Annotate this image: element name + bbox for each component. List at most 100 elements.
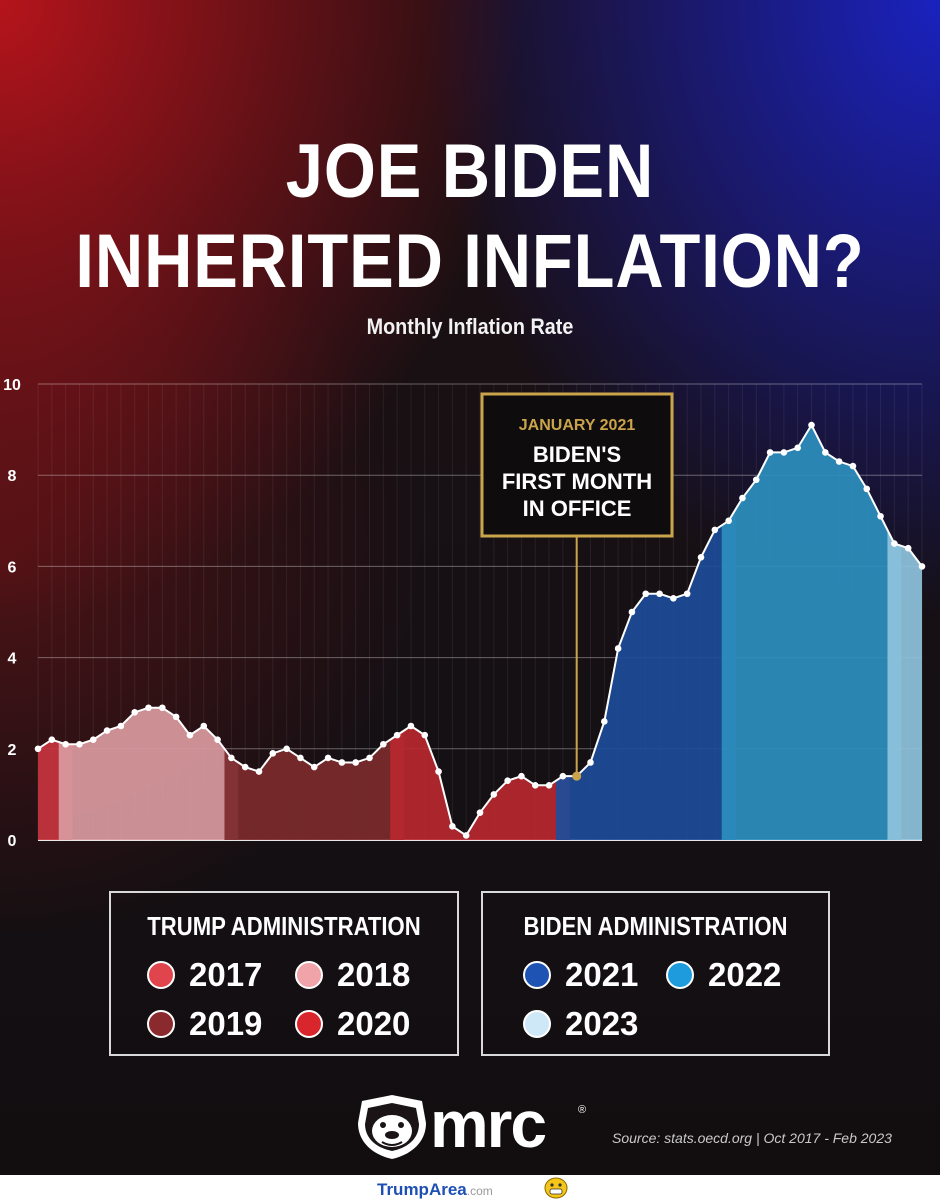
data-point	[587, 759, 594, 766]
data-point	[739, 494, 746, 502]
footer-brand-suffix: .com	[466, 1184, 493, 1198]
legend-item-2022: 2022	[666, 956, 782, 993]
legend-item-2017: 2017	[147, 956, 263, 993]
data-point	[572, 771, 582, 781]
title-line-1: JOE BIDEN	[285, 129, 655, 214]
annotation-layer: JANUARY 2021 BIDEN'S FIRST MONTH IN OFFI…	[480, 392, 674, 777]
data-point	[683, 590, 691, 598]
data-point	[656, 590, 663, 598]
brand-wordmark: mrc	[430, 1087, 547, 1161]
legend-label: 2023	[565, 1005, 639, 1042]
data-point	[241, 763, 249, 771]
legend-swatch	[295, 961, 323, 989]
data-point	[531, 781, 539, 789]
annotation-line: FIRST MONTH	[502, 469, 652, 494]
area-segment-2022	[721, 425, 902, 840]
data-point	[725, 517, 732, 525]
data-point	[269, 750, 277, 757]
legend-title-biden: BIDEN ADMINISTRATION	[523, 911, 788, 941]
data-point	[34, 745, 42, 753]
registered-mark: ®	[578, 1104, 587, 1116]
area-segment-2020	[390, 726, 570, 840]
area-segment-2019	[224, 730, 405, 840]
legend-swatch	[666, 961, 694, 989]
legend-label: 2017	[189, 956, 263, 993]
legend-title-trump: TRUMP ADMINISTRATION	[147, 911, 421, 941]
data-point	[670, 595, 677, 602]
data-point	[614, 645, 622, 652]
data-point	[310, 763, 318, 771]
data-point	[62, 740, 69, 748]
data-point	[366, 754, 373, 762]
data-point	[324, 754, 332, 762]
inflation-chart: JANUARY 2021 BIDEN'S FIRST MONTH IN OFFI…	[3, 377, 926, 850]
annotation-line: IN OFFICE	[523, 496, 632, 521]
y-tick-label: 2	[8, 742, 17, 759]
legend-trump-administration: TRUMP ADMINISTRATION 2017 2018 2019 2020	[109, 891, 459, 1056]
data-point	[559, 772, 567, 780]
legend-swatch	[523, 1010, 551, 1038]
footer-watermark: TrumpArea.com	[377, 1180, 493, 1200]
data-point	[449, 823, 456, 830]
data-point	[711, 526, 719, 534]
data-point	[918, 563, 926, 570]
data-point	[863, 485, 871, 493]
data-point	[214, 736, 221, 743]
bulldog-logo-icon	[358, 1095, 426, 1159]
legend-item-2021: 2021	[523, 956, 639, 993]
legend-swatch	[295, 1010, 323, 1038]
legend-label: 2022	[708, 956, 782, 993]
data-point	[117, 722, 125, 730]
data-point	[186, 731, 194, 739]
data-point	[904, 544, 912, 552]
data-point	[255, 768, 263, 775]
legend-swatch	[147, 1010, 175, 1038]
data-point	[877, 512, 884, 520]
annotation-line: BIDEN'S	[533, 442, 621, 467]
legend-label: 2021	[565, 956, 639, 993]
legend-biden-administration: BIDEN ADMINISTRATION 2021 2022 2023	[481, 891, 830, 1056]
data-point	[407, 722, 415, 730]
annotation-box	[480, 392, 674, 538]
data-point	[780, 449, 788, 456]
data-point	[766, 449, 774, 456]
data-point	[228, 754, 235, 762]
data-point	[849, 462, 857, 470]
infographic-poster: JOE BIDEN INHERITED INFLATION? Monthly I…	[0, 0, 940, 1175]
legend-label: 2020	[337, 1005, 411, 1042]
area-segment-2023	[887, 529, 922, 840]
data-point	[697, 553, 705, 561]
footer-brand-name: TrumpArea	[377, 1180, 467, 1199]
legend-item-2020: 2020	[295, 1005, 411, 1042]
chart-subtitle: Monthly Inflation Rate	[366, 314, 574, 339]
smiley-emoji-icon	[544, 1177, 568, 1199]
legend-item-2019: 2019	[147, 1005, 263, 1042]
data-point	[435, 768, 442, 775]
data-point	[297, 754, 304, 762]
data-point	[808, 421, 815, 429]
title-line-2: INHERITED INFLATION?	[75, 219, 865, 304]
y-tick-label: 6	[8, 559, 17, 576]
y-tick-label: 10	[3, 377, 21, 394]
source-note: Source: stats.oecd.org | Oct 2017 - Feb …	[612, 1130, 892, 1146]
data-point	[518, 772, 525, 780]
data-point	[172, 713, 180, 721]
annotation-heading: JANUARY 2021	[519, 417, 636, 434]
data-point	[835, 458, 843, 465]
data-point	[200, 722, 208, 730]
data-point	[891, 540, 898, 547]
y-tick-label: 0	[8, 833, 17, 850]
y-tick-label: 8	[8, 468, 17, 485]
points-layer	[34, 421, 926, 839]
data-point	[462, 832, 470, 839]
y-axis-ticks: 0 2 4 6 8 10	[3, 377, 21, 850]
data-point	[642, 590, 650, 598]
data-point	[352, 759, 359, 766]
legend-item-2018: 2018	[295, 956, 411, 993]
data-point	[822, 449, 829, 456]
data-point	[159, 704, 166, 712]
legend-label: 2019	[189, 1005, 263, 1042]
legend-label: 2018	[337, 956, 411, 993]
data-point	[601, 718, 608, 725]
legend-swatch	[147, 961, 175, 989]
